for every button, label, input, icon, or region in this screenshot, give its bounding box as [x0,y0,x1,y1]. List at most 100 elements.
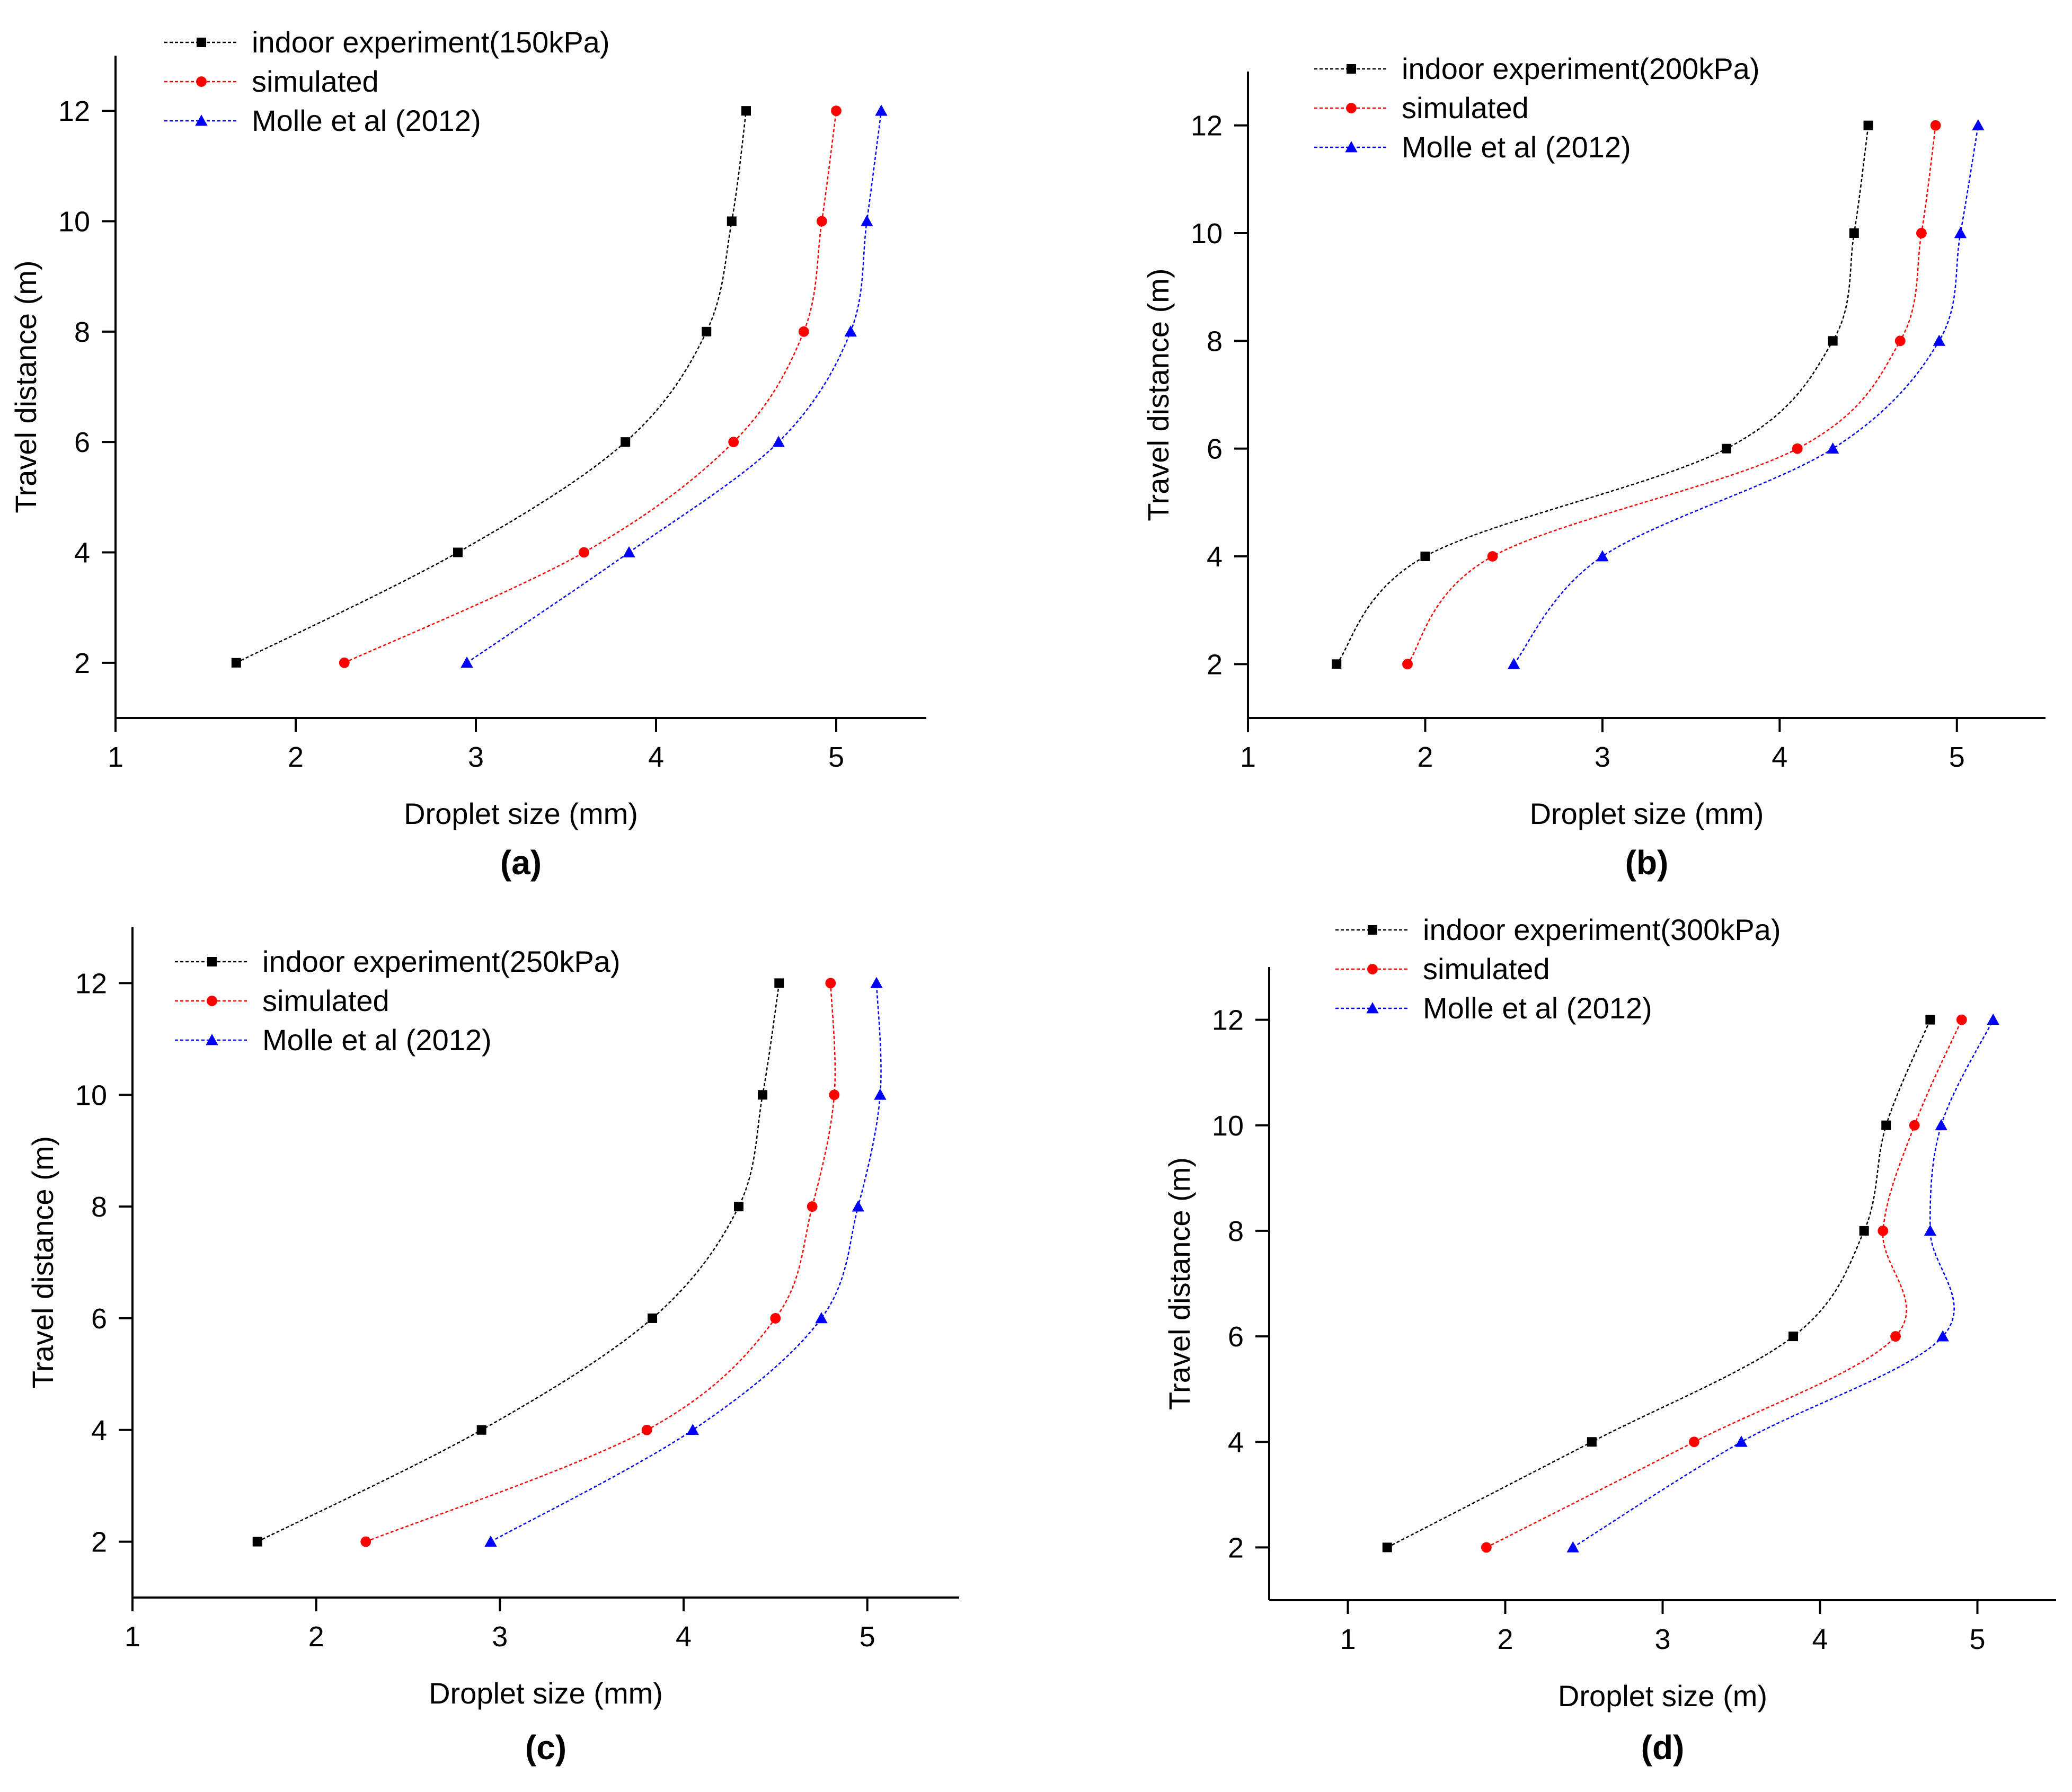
y-tick-label: 2 [1228,1532,1244,1564]
legend-entry: simulated [175,984,389,1017]
series-line [1572,1019,1994,1548]
data-point [339,657,350,668]
data-point [727,216,737,226]
series-3 [484,977,887,1547]
data-point [621,437,631,447]
y-tick-label: 4 [1207,541,1223,573]
legend-entry: Molle et al (2012) [1314,130,1631,164]
data-point [816,216,827,227]
x-tick-label: 2 [1417,741,1433,773]
y-tick-label: 8 [1228,1216,1244,1247]
series-line [1407,125,1936,665]
x-tick-label: 3 [468,741,484,773]
x-axis-title: Droplet size (mm) [1530,797,1764,830]
data-point [1909,1120,1920,1131]
y-tick-label: 6 [1207,433,1223,465]
legend-label: indoor experiment(200kPa) [1402,52,1759,85]
data-point [1930,120,1941,131]
series-3 [1507,119,1985,669]
x-tick-label: 4 [1812,1624,1828,1655]
y-tick-label: 10 [1191,218,1223,250]
data-point [686,1424,699,1435]
series-line [490,983,882,1542]
x-tick-label: 4 [1772,741,1787,773]
y-axis-title: Travel distance (m) [26,1136,59,1389]
series-2 [339,105,842,668]
data-point [875,104,888,116]
y-tick-label: 8 [91,1191,107,1223]
data-point [1689,1436,1699,1448]
data-point [1382,1542,1392,1553]
legend-entry: Molle et al (2012) [164,104,481,137]
legend-label: indoor experiment(150kPa) [252,25,609,59]
data-point [728,437,739,448]
legend-marker [1368,925,1377,935]
data-point [1826,442,1839,454]
x-tick-label: 1 [1340,1624,1356,1655]
x-axis-title: Droplet size (mm) [429,1676,663,1710]
data-point [1735,1435,1748,1447]
data-point [648,1313,658,1323]
data-point [770,1313,781,1324]
legend-label: simulated [1423,952,1550,986]
data-point [1881,1120,1891,1130]
legend-entry: indoor experiment(150kPa) [164,25,609,59]
data-point [1587,1437,1597,1447]
series-1 [231,106,751,668]
legend-marker [196,76,207,87]
y-axis-title: Travel distance (m) [1163,1157,1196,1410]
legend-entry: Molle et al (2012) [1335,991,1652,1025]
x-tick-label: 5 [1949,741,1965,773]
panel-label: (d) [1641,1728,1685,1767]
x-tick-label: 3 [492,1621,508,1653]
data-point [807,1201,818,1212]
legend-label: Molle et al (2012) [1423,991,1652,1025]
data-point [476,1425,486,1435]
data-point [758,1090,768,1100]
y-tick-label: 8 [74,316,90,348]
data-point [579,547,589,558]
y-tick-label: 12 [58,95,90,127]
series-line [1513,125,1979,665]
data-point [1972,119,1985,131]
data-point [702,326,712,336]
series-1 [1382,1015,1935,1553]
series-2 [1402,120,1941,670]
legend-entry: indoor experiment(250kPa) [175,945,620,978]
panel-label: (b) [1625,844,1669,882]
x-tick-label: 5 [828,741,844,773]
legend-marker [1346,103,1357,113]
y-tick-label: 6 [91,1303,107,1335]
data-point [1925,1015,1935,1025]
x-tick-label: 4 [648,741,664,773]
data-point [1954,227,1967,238]
data-point [1788,1332,1799,1342]
legend-entry: simulated [1314,91,1529,125]
legend-label: indoor experiment(250kPa) [262,945,620,978]
data-point [453,547,463,557]
data-point [1987,1013,1999,1025]
legend-label: simulated [252,65,379,98]
x-tick-label: 5 [860,1621,875,1653]
data-point [1924,1225,1937,1236]
legend-label: indoor experiment(300kPa) [1423,913,1781,946]
series-line [257,983,780,1542]
data-point [1859,1226,1869,1236]
data-point [623,546,635,557]
x-tick-label: 1 [125,1621,140,1653]
y-tick-label: 6 [1228,1321,1244,1353]
data-point [1420,552,1430,561]
series-line [1387,1019,1931,1548]
y-tick-label: 2 [74,647,90,679]
data-point [1916,228,1927,238]
x-tick-label: 1 [108,741,123,773]
series-3 [461,104,888,668]
data-point [1935,1119,1947,1131]
data-point [825,978,836,989]
data-point [1332,659,1342,669]
data-point [798,326,809,337]
